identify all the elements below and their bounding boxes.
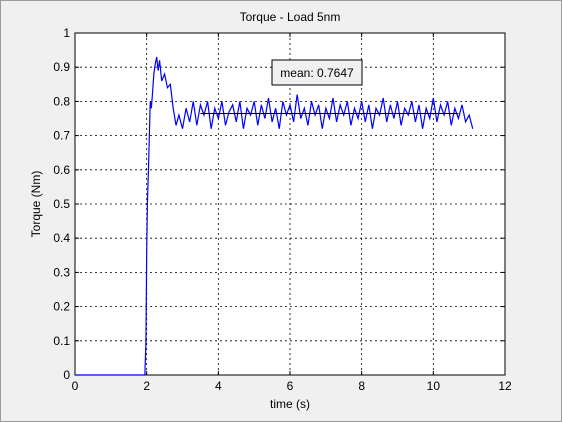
y-tick-label: 0.7 xyxy=(53,129,70,143)
y-tick-label: 0.8 xyxy=(53,94,70,108)
x-tick-label: 6 xyxy=(287,379,294,393)
y-tick-label: 0.2 xyxy=(53,300,70,314)
x-tick-label: 10 xyxy=(427,379,441,393)
y-tick-label: 0.6 xyxy=(53,163,70,177)
x-tick-label: 8 xyxy=(358,379,365,393)
x-tick-label: 2 xyxy=(143,379,150,393)
y-tick-label: 0.1 xyxy=(53,334,70,348)
series-group xyxy=(75,56,474,376)
y-axis-label: Torque (Nm) xyxy=(29,171,43,238)
y-tick-label: 1 xyxy=(63,26,70,40)
grid xyxy=(75,33,505,375)
x-tick-label: 4 xyxy=(215,379,222,393)
y-tick-label: 0.9 xyxy=(53,60,70,74)
chart-title: Torque - Load 5nm xyxy=(240,10,341,24)
torque-series-line xyxy=(75,56,474,376)
annotation-text: mean: 0.7647 xyxy=(280,66,354,80)
y-tick-label: 0.4 xyxy=(53,231,70,245)
x-tick-label: 0 xyxy=(72,379,79,393)
annotation-box xyxy=(271,59,363,86)
x-ticks: 0 2 4 6 8 10 12 xyxy=(72,33,512,393)
x-axis-label: time (s) xyxy=(270,397,310,411)
y-tick-label: 0 xyxy=(63,368,70,382)
y-tick-label: 0.5 xyxy=(53,197,70,211)
y-tick-label: 0.3 xyxy=(53,265,70,279)
x-tick-label: 12 xyxy=(498,379,512,393)
mean-annotation: mean: 0.7647 xyxy=(271,59,363,86)
